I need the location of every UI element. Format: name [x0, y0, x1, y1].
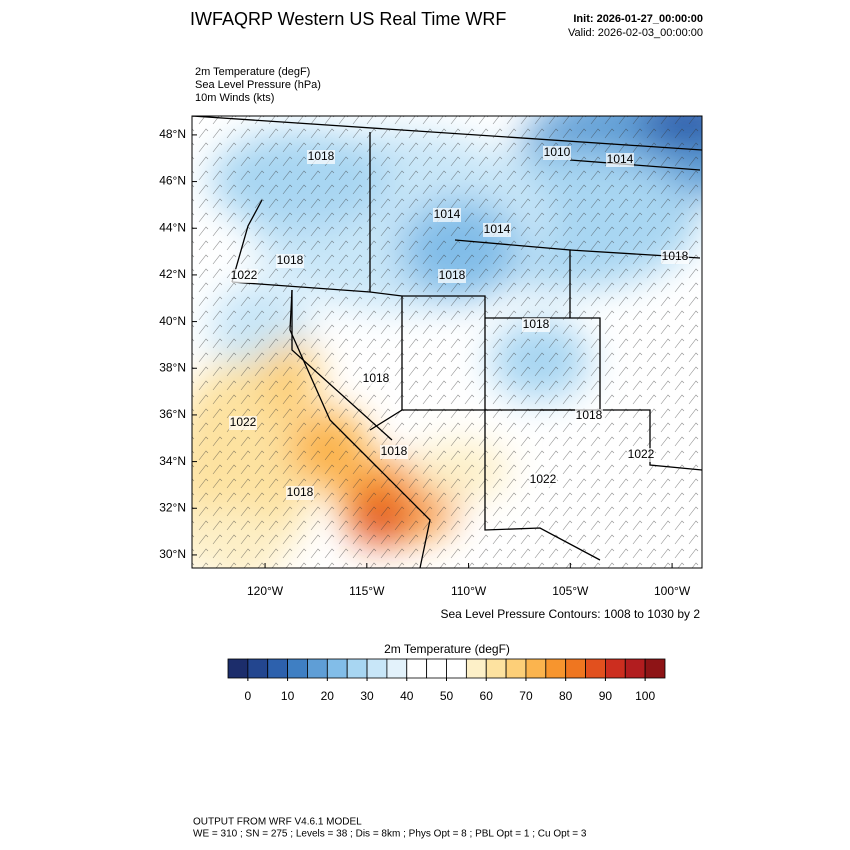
isobar-label-box — [438, 269, 466, 283]
map-field — [192, 116, 702, 568]
colorbar-box — [426, 658, 447, 679]
map-frame — [191, 115, 703, 569]
field-label: 10m Winds (kts) — [195, 92, 274, 104]
footer-line: WE = 310 ; SN = 275 ; Levels = 38 ; Dis … — [193, 829, 587, 840]
contour-note: Sea Level Pressure Contours: 1008 to 103… — [441, 607, 701, 621]
colorbar-tick-label: 0 — [245, 689, 252, 703]
isobar-label-box — [661, 250, 689, 264]
colorbar-box — [346, 658, 368, 679]
colorbar-box — [485, 658, 507, 679]
lon-tick-label: 120°W — [247, 584, 284, 598]
lon-tick-label: 110°W — [451, 584, 487, 598]
isobar-label: 1014 — [434, 207, 461, 221]
field-label: Sea Level Pressure (hPa) — [195, 79, 321, 91]
colorbar-box — [446, 658, 467, 679]
lon-tick-label: 115°W — [349, 584, 385, 598]
colorbar-box — [227, 658, 249, 679]
isobar-label: 1018 — [363, 371, 390, 385]
isobar-label-box — [230, 269, 258, 283]
footer-line: OUTPUT FROM WRF V4.6.1 MODEL — [193, 817, 362, 828]
isobar-label-box — [529, 473, 557, 487]
colorbar-tick-label: 10 — [281, 689, 295, 703]
isobar-label-box — [276, 254, 304, 268]
colorbar-box — [386, 658, 408, 679]
isobar-label: 1014 — [484, 222, 511, 236]
isobar-label-box — [433, 208, 461, 222]
colorbar-tick-label: 70 — [519, 689, 533, 703]
colorbar-box — [326, 658, 348, 679]
colorbar-box — [605, 658, 626, 679]
colorbar-box — [525, 658, 547, 679]
isobar-label-box — [286, 486, 314, 500]
lon-tick-label: 100°W — [654, 584, 691, 598]
lat-tick-label: 44°N — [159, 220, 186, 234]
lat-tick-label: 40°N — [159, 314, 186, 328]
colorbar-box — [366, 658, 388, 679]
isobar-label-box — [483, 223, 511, 237]
isobar-label-box — [522, 318, 550, 332]
isobar-label: 1018 — [277, 253, 304, 267]
colorbar-tick-label: 80 — [559, 689, 573, 703]
isobar-label-box — [380, 445, 408, 459]
isobar-label-box — [543, 146, 571, 160]
isobar-label: 1018 — [439, 268, 466, 282]
lat-tick-label: 36°N — [159, 407, 186, 421]
isobar-label-box — [575, 409, 603, 423]
colorbar-box — [644, 658, 666, 679]
colorbar-box — [307, 658, 328, 679]
isobar-label: 1018 — [308, 149, 335, 163]
lat-tick-label: 30°N — [159, 547, 186, 561]
isobar-label: 1022 — [230, 415, 257, 429]
title: IWFAQRP Western US Real Time WRF — [190, 9, 506, 29]
isobar-label: 1018 — [287, 485, 314, 499]
lat-tick-label: 46°N — [159, 174, 186, 188]
isobar-label: 1018 — [662, 249, 689, 263]
isobar-label-box — [627, 448, 655, 462]
colorbar-tick-label: 60 — [480, 689, 494, 703]
colorbar-title: 2m Temperature (degF) — [384, 642, 510, 656]
colorbar-tick-label: 20 — [321, 689, 335, 703]
colorbar-box — [545, 658, 567, 679]
isobar-label-box — [606, 153, 634, 167]
isobar-label-box — [307, 150, 335, 164]
colorbar-tick-label: 90 — [599, 689, 613, 703]
colorbar-tick-label: 50 — [440, 689, 454, 703]
colorbar-box — [624, 658, 646, 679]
colorbar-box — [565, 658, 586, 679]
valid-time: Valid: 2026-02-03_00:00:00 — [568, 27, 703, 39]
lat-tick-label: 48°N — [159, 127, 186, 141]
colorbar-tick-label: 100 — [635, 689, 655, 703]
colorbar-tick-label: 40 — [400, 689, 414, 703]
isobar-label: 1018 — [381, 444, 408, 458]
colorbar-box — [505, 658, 527, 679]
init-time: Init: 2026-01-27_00:00:00 — [573, 13, 703, 25]
field-label: 2m Temperature (degF) — [195, 66, 310, 78]
colorbar-box — [465, 658, 487, 679]
isobar-label: 1010 — [544, 145, 571, 159]
isobar-label: 1022 — [231, 268, 258, 282]
colorbar-box — [247, 658, 269, 679]
lon-tick-label: 105°W — [552, 584, 589, 598]
colorbar-box — [287, 658, 308, 679]
lat-tick-label: 34°N — [159, 454, 186, 468]
isobar-label: 1022 — [530, 472, 557, 486]
isobar-label: 1022 — [628, 447, 655, 461]
lat-tick-label: 38°N — [159, 360, 186, 374]
lat-tick-label: 42°N — [159, 267, 186, 281]
isobar-label-box — [229, 416, 257, 430]
colorbar-box — [406, 658, 428, 679]
isobar-label: 1018 — [523, 317, 550, 331]
isobar-label-box — [362, 372, 390, 386]
colorbar-box — [585, 658, 606, 679]
lat-tick-label: 32°N — [159, 500, 186, 514]
isobar-label: 1018 — [576, 408, 603, 422]
colorbar-tick-label: 30 — [360, 689, 374, 703]
isobar-label: 1014 — [607, 152, 634, 166]
colorbar-box — [267, 658, 288, 679]
